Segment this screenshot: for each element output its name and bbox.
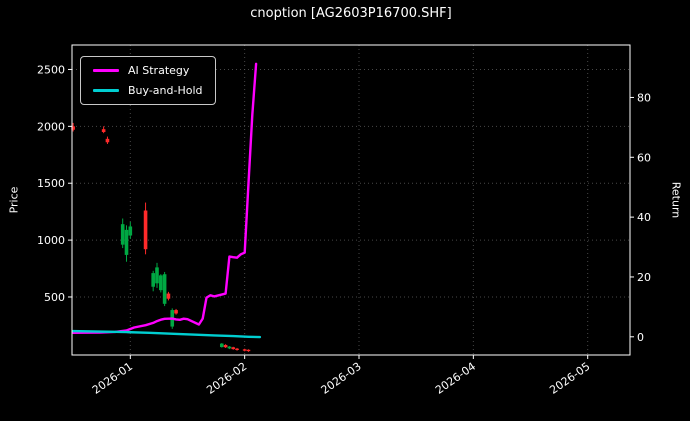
svg-text:2026-01: 2026-01 [90, 360, 135, 397]
chart-title: cnoption [AG2603P16700.SHF] [250, 6, 452, 21]
legend-item-buy-and-hold: Buy-and-Hold [93, 84, 203, 97]
svg-text:40: 40 [637, 211, 651, 224]
svg-text:80: 80 [637, 91, 651, 104]
svg-text:0: 0 [637, 331, 644, 344]
svg-text:2026-04: 2026-04 [433, 360, 478, 397]
legend-label-ai-strategy: AI Strategy [128, 64, 190, 77]
ai-strategy-line-swatch [93, 69, 119, 72]
svg-text:60: 60 [637, 151, 651, 164]
svg-text:2026-02: 2026-02 [204, 360, 249, 397]
svg-text:20: 20 [637, 271, 651, 284]
svg-text:2026-03: 2026-03 [319, 360, 364, 397]
right-axis-label: Return [669, 181, 683, 219]
legend-label-buy-and-hold: Buy-and-Hold [128, 84, 203, 97]
svg-text:1500: 1500 [37, 177, 65, 190]
legend: AI Strategy Buy-and-Hold [80, 56, 216, 105]
left-axis-label: Price [7, 186, 21, 214]
svg-text:1000: 1000 [37, 234, 65, 247]
svg-text:2500: 2500 [37, 63, 65, 76]
buy-and-hold-line-swatch [93, 89, 119, 92]
legend-item-ai-strategy: AI Strategy [93, 64, 203, 77]
svg-text:2000: 2000 [37, 120, 65, 133]
svg-text:2026-05: 2026-05 [547, 360, 592, 397]
svg-text:500: 500 [44, 291, 65, 304]
